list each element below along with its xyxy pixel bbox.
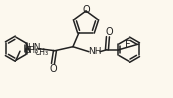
Text: CH₃: CH₃	[25, 46, 39, 55]
Text: O: O	[82, 5, 90, 15]
Text: CH₃: CH₃	[35, 48, 49, 57]
Text: F: F	[125, 40, 131, 50]
Text: NH: NH	[88, 47, 102, 56]
Text: HN: HN	[27, 43, 41, 52]
Text: O: O	[105, 27, 113, 37]
Text: O: O	[49, 64, 57, 74]
